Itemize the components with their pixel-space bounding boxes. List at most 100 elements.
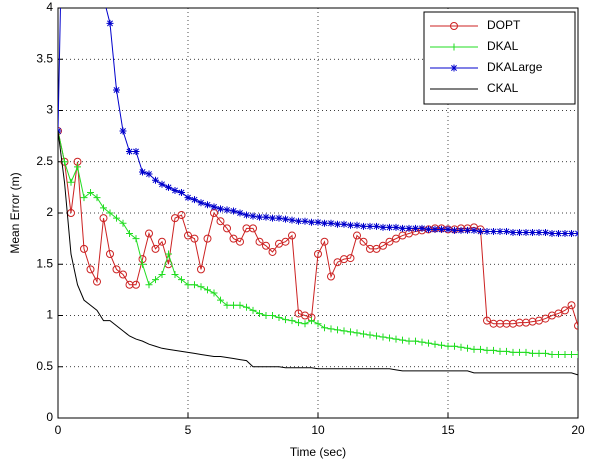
y-tick-label: 2 (46, 205, 53, 219)
marker (178, 276, 185, 284)
marker (126, 230, 133, 237)
marker (327, 219, 335, 227)
marker (321, 219, 328, 227)
y-tick-label: 2.5 (36, 154, 53, 168)
y-tick-label: 3.5 (36, 51, 53, 65)
marker (568, 350, 575, 358)
x-tick-label: 20 (571, 423, 585, 437)
marker (555, 350, 562, 358)
marker (561, 350, 569, 358)
y-tick-label: 4 (46, 0, 53, 14)
marker (243, 211, 250, 219)
marker (230, 301, 237, 309)
marker (165, 183, 172, 191)
marker (412, 337, 419, 345)
marker (197, 283, 205, 291)
marker (282, 316, 289, 324)
marker (529, 228, 536, 236)
marker (139, 260, 146, 268)
marker (184, 194, 192, 202)
marker (438, 341, 445, 349)
marker (295, 217, 302, 225)
marker (249, 306, 257, 314)
series-line (58, 130, 578, 376)
marker (392, 234, 401, 243)
x-tick-label: 5 (185, 423, 192, 437)
marker (113, 86, 120, 94)
marker (236, 209, 244, 217)
marker (262, 213, 270, 221)
marker (314, 320, 322, 328)
marker (301, 217, 309, 225)
marker (385, 237, 394, 246)
marker (139, 168, 146, 176)
y-tick-label: 1.5 (36, 256, 53, 270)
x-axis-label: Time (sec) (290, 445, 346, 459)
x-tick-label: 10 (311, 423, 325, 437)
marker (204, 201, 211, 209)
marker (353, 221, 361, 229)
marker (522, 228, 530, 236)
marker (405, 224, 413, 232)
marker (210, 289, 218, 297)
legend-marker (450, 64, 458, 72)
marker (379, 223, 387, 231)
marker (132, 148, 140, 155)
marker (522, 348, 530, 356)
marker (229, 234, 238, 243)
legend-marker (450, 43, 458, 51)
marker (87, 189, 94, 196)
marker (366, 222, 374, 230)
marker (119, 127, 127, 135)
marker (334, 326, 341, 334)
marker (80, 244, 89, 253)
marker (457, 226, 465, 234)
marker (320, 237, 329, 246)
marker (197, 199, 205, 207)
marker (412, 224, 419, 232)
marker (360, 222, 367, 230)
marker (444, 225, 452, 233)
marker (73, 157, 82, 166)
marker (431, 225, 439, 233)
marker (132, 235, 140, 243)
marker (191, 281, 198, 289)
marker (438, 225, 445, 233)
marker (217, 296, 224, 304)
marker (268, 247, 277, 256)
marker (347, 328, 354, 336)
marker (106, 250, 115, 258)
y-axis-label: Mean Error (m) (8, 172, 22, 253)
marker (86, 265, 95, 274)
marker (184, 231, 193, 240)
marker (535, 228, 543, 236)
marker (483, 346, 491, 354)
marker (346, 254, 355, 263)
marker (126, 148, 133, 155)
marker (301, 320, 309, 328)
marker (379, 241, 388, 250)
marker (80, 194, 88, 202)
marker (373, 332, 380, 340)
marker (67, 209, 76, 217)
marker (321, 324, 328, 332)
marker (574, 350, 578, 358)
y-tick-label: 3 (46, 103, 53, 117)
marker (574, 230, 578, 237)
marker (145, 281, 153, 289)
marker (236, 301, 244, 309)
marker (112, 265, 121, 274)
marker (457, 343, 465, 351)
marker (171, 271, 179, 278)
marker (464, 226, 471, 234)
marker (567, 301, 576, 310)
marker (379, 333, 387, 341)
marker (119, 219, 127, 227)
marker (353, 231, 362, 240)
marker (262, 312, 270, 319)
marker (281, 237, 290, 246)
legend-label: CKAL (487, 81, 519, 95)
marker (347, 221, 354, 229)
marker (451, 226, 458, 234)
marker (288, 216, 296, 224)
